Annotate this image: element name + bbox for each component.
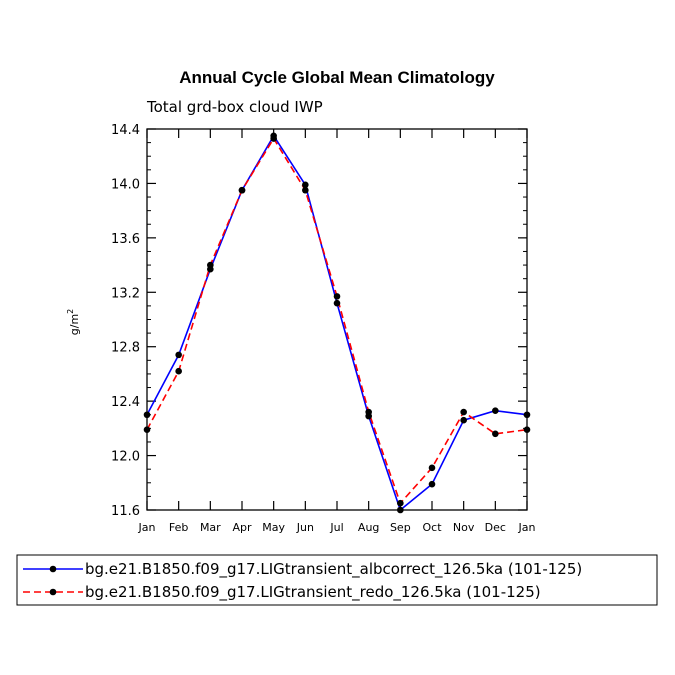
y-tick-label: 13.6 bbox=[111, 232, 140, 247]
x-tick-label: Jul bbox=[329, 521, 343, 534]
series-2-marker bbox=[175, 367, 182, 375]
series-2-marker bbox=[207, 261, 214, 269]
x-tick-label: Dec bbox=[485, 521, 506, 534]
y-tick-label: 11.6 bbox=[111, 504, 140, 519]
y-tick-label: 14.0 bbox=[111, 177, 140, 192]
series-1-marker bbox=[460, 416, 467, 424]
y-tick-label: 13.2 bbox=[111, 286, 140, 301]
legend-marker-1 bbox=[49, 565, 57, 573]
legend-box bbox=[16, 554, 658, 606]
legend: bg.e21.B1850.f09_g17.LIGtransient_albcor… bbox=[16, 554, 658, 606]
y-tick-label: 12.8 bbox=[111, 341, 140, 356]
x-tick-label: Oct bbox=[422, 521, 442, 534]
y-axis-label: g/m2 bbox=[66, 309, 81, 336]
y-tick-label: 14.4 bbox=[111, 123, 140, 138]
series-1-marker bbox=[333, 299, 341, 307]
plot-frame bbox=[146, 128, 528, 511]
series-2-marker bbox=[302, 186, 309, 194]
chart-subtitle: Total grd-box cloud IWP bbox=[146, 98, 323, 116]
x-tick-label: Apr bbox=[232, 521, 252, 534]
series-1-marker bbox=[492, 407, 499, 414]
axis-ticks bbox=[146, 128, 528, 511]
legend-entries: bg.e21.B1850.f09_g17.LIGtransient_albcor… bbox=[23, 560, 582, 602]
series-2-marker bbox=[333, 293, 341, 300]
y-axis-label-group: g/m2 bbox=[66, 309, 81, 336]
series-1-marker bbox=[175, 351, 182, 359]
series-2-marker bbox=[238, 186, 246, 194]
legend-marker-2 bbox=[49, 588, 57, 596]
x-tick-label: Jan bbox=[518, 521, 536, 534]
series-line-2 bbox=[146, 136, 528, 505]
legend-label-1: bg.e21.B1850.f09_g17.LIGtransient_albcor… bbox=[85, 560, 582, 579]
x-tick-label: May bbox=[262, 521, 285, 534]
x-tick-labels: Jan Feb Mar Apr May Jun Jul Aug Sep Oct Nov Dec Jan bbox=[138, 521, 536, 534]
series-1-marker bbox=[428, 480, 436, 488]
legend-label-2: bg.e21.B1850.f09_g17.LIGtransient_redo_1… bbox=[85, 583, 541, 602]
series-2-marker bbox=[428, 464, 436, 472]
x-tick-label: Sep bbox=[390, 521, 411, 534]
series-line-1 bbox=[146, 134, 528, 512]
series-layer bbox=[143, 132, 531, 514]
y-tick-labels: 11.6 12.0 12.4 12.8 13.2 13.6 14.0 14.4 bbox=[111, 123, 140, 519]
x-tick-label: Jun bbox=[296, 521, 314, 534]
series-1-marker bbox=[302, 181, 309, 189]
x-tick-label: Mar bbox=[200, 521, 221, 534]
x-tick-label: Aug bbox=[358, 521, 379, 534]
series-2-marker bbox=[365, 408, 372, 416]
x-tick-label: Feb bbox=[169, 521, 188, 534]
series-2-marker bbox=[492, 430, 499, 438]
x-tick-label: Nov bbox=[453, 521, 475, 534]
series-2-marker bbox=[270, 135, 277, 142]
chart-title: Annual Cycle Global Mean Climatology bbox=[179, 68, 495, 87]
y-tick-label: 12.4 bbox=[111, 395, 140, 410]
series-2-marker bbox=[460, 408, 467, 416]
x-tick-label: Jan bbox=[138, 521, 156, 534]
y-tick-label: 12.0 bbox=[111, 450, 140, 465]
series-2-marker bbox=[397, 499, 404, 507]
